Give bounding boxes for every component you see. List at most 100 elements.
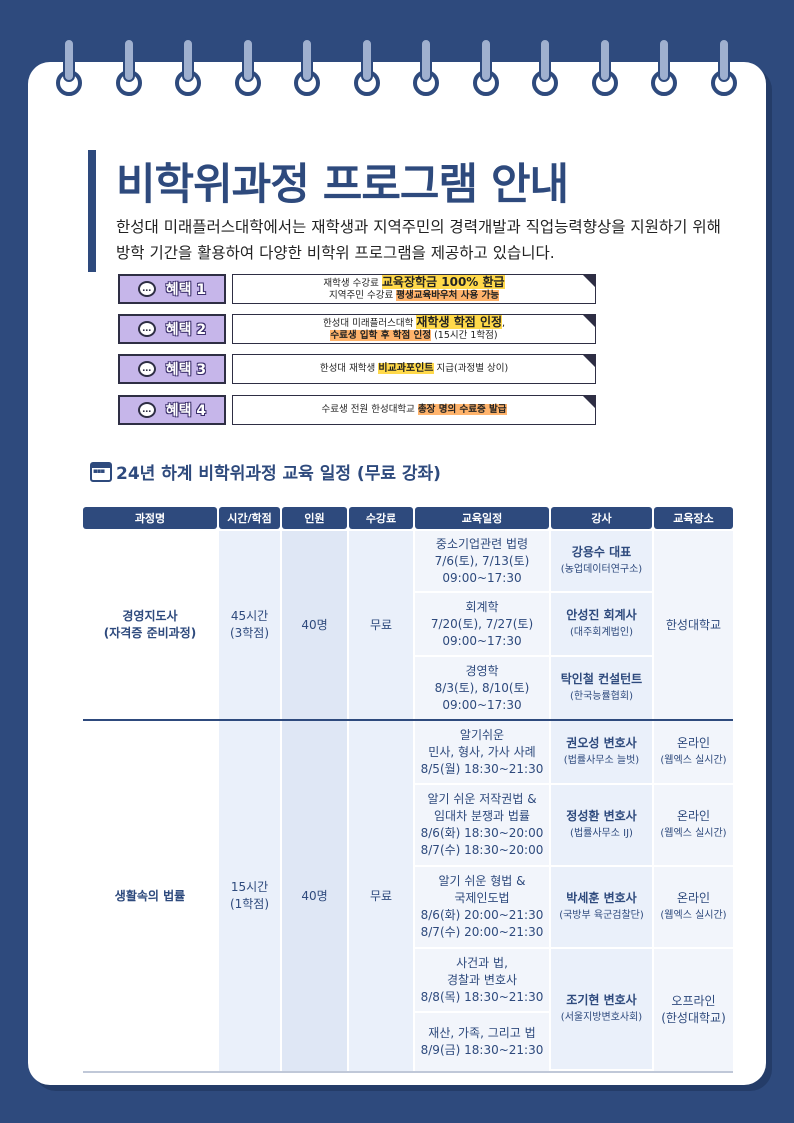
binder-ring [472, 38, 499, 96]
schedule-cell: 중소기업관련 법령 7/6(토), 7/13(토) 09:00~17:30 [415, 531, 549, 593]
course-name-sub: (자격증 준비과정) [103, 626, 197, 640]
col-header: 수강료 [349, 507, 413, 529]
instructor-cell: 강용수 대표 (농업데이터연구소) [551, 531, 652, 593]
table-row: 알기 쉬운 형법 & 국제인도법 8/6(화) 20:00~21:30 8/7(… [83, 867, 733, 949]
instructor-cell: 권오성 변호사 (법률사무소 늘벗) [551, 721, 652, 785]
schedule-cell: 사건과 법, 경찰과 변호사 8/8(목) 18:30~21:30 [415, 949, 549, 1013]
benefit-label: 혜택 1 [165, 282, 207, 298]
fee-cell: 무료 [349, 721, 413, 1071]
table-header-row: 과정명 시간/학점 인원 수강료 교육일정 강사 교육장소 [83, 507, 733, 529]
folded-corner-icon [582, 314, 596, 328]
instructor-name: 안성진 회계사 [566, 608, 637, 622]
benefit-text: 지역주민 수강료 [329, 290, 397, 301]
binder-rings [56, 38, 746, 100]
schedule-line: 7/20(토), 7/27(토) [430, 616, 534, 631]
speech-bubble-icon: … [137, 402, 156, 418]
benefit-box: 재학생 수강료 교육장학금 100% 환급 지역주민 수강료 평생교육바우처 사… [232, 274, 596, 304]
benefit-highlight: 총장 명의 수료증 발급 [417, 404, 507, 415]
benefit-tag: … 혜택 1 [118, 274, 226, 304]
benefit-text: 수료생 전원 한성대학교 [321, 404, 418, 415]
speech-bubble-icon: … [137, 281, 156, 297]
instructor-cell: 박세훈 변호사 (국방부 육군검찰단) [551, 867, 652, 949]
schedule-line: 8/7(수) 20:00~21:30 [420, 925, 544, 939]
schedule-line: 8/6(화) 18:30~20:00 [420, 826, 544, 840]
instructor-org: (대주회계법인) [569, 627, 633, 638]
folded-corner-icon [582, 354, 596, 368]
schedule-cell: 알기 쉬운 저작권법 & 임대차 분쟁과 법률 8/6(화) 18:30~20:… [415, 785, 549, 867]
binder-ring [353, 38, 380, 96]
binder-ring [710, 38, 737, 96]
benefit-3: … 혜택 3 한성대 재학생 비교과포인트 지급(과정별 상이) [118, 354, 596, 384]
schedule-table: 과정명 시간/학점 인원 수강료 교육일정 강사 교육장소 경영지도사 (자격증… [81, 507, 735, 1073]
schedule-cell: 재산, 가족, 그리고 법 8/9(금) 18:30~21:30 [415, 1013, 549, 1071]
benefit-highlight: 교육장학금 100% 환급 [381, 275, 505, 289]
schedule-cell: 알기 쉬운 형법 & 국제인도법 8/6(화) 20:00~21:30 8/7(… [415, 867, 549, 949]
time-cell: 15시간 (1학점) [219, 721, 280, 1071]
schedule-title-text: 24년 하계 비학위과정 교육 일정 (무료 강좌) [116, 464, 441, 484]
benefit-highlight: 재학생 학점 인정 [416, 315, 503, 329]
schedule-line: 09:00~17:30 [442, 633, 522, 648]
benefit-highlight: 평생교육바우처 사용 가능 [396, 290, 499, 301]
table-row: 사건과 법, 경찰과 변호사 8/8(목) 18:30~21:30 조기현 변호… [83, 949, 733, 1071]
benefit-text: 한성대 재학생 [319, 363, 379, 374]
instructor-name: 강용수 대표 [571, 545, 632, 559]
benefit-text: 지급(과정별 상이) [433, 363, 509, 374]
hours: 15시간 [230, 880, 269, 894]
course-name-cell: 생활속의 법률 [83, 721, 217, 1071]
place-sub: (웹엑스 실시간) [660, 828, 727, 839]
place-name: 온라인 [676, 809, 711, 823]
instructor-org: (법률사무소 IJ) [570, 828, 633, 839]
benefit-tag: … 혜택 4 [118, 395, 226, 425]
instructor-cell: 조기현 변호사 (서울지방변호사회) [551, 949, 652, 1071]
schedule-line: 8/8(목) 18:30~21:30 [420, 989, 544, 1004]
schedule-line: 8/7(수) 18:30~20:00 [420, 843, 544, 857]
schedule-line: 09:00~17:30 [442, 570, 522, 585]
credits: (3학점) [229, 626, 270, 640]
binder-ring [413, 38, 439, 96]
benefit-box: 한성대 재학생 비교과포인트 지급(과정별 상이) [232, 354, 596, 384]
schedule-line: 민사, 형사, 가사 사례 [428, 744, 536, 759]
schedule-line: 재산, 가족, 그리고 법 [428, 1026, 536, 1040]
intro-text: 한성대 미래플러스대학에서는 재학생과 지역주민의 경력개발과 직업능력향상을 … [116, 214, 766, 266]
instructor-name: 권오성 변호사 [566, 736, 637, 750]
place-name: 오프라인 [671, 994, 716, 1008]
instructor-name: 정성환 변호사 [566, 809, 637, 823]
schedule-line: 8/9(금) 18:30~21:30 [420, 1043, 544, 1057]
folded-corner-icon [582, 274, 596, 288]
credits: (1학점) [229, 897, 270, 911]
schedule-line: 사건과 법, [456, 955, 508, 970]
place-cell: 온라인 (웹엑스 실시간) [654, 785, 733, 867]
schedule-cell: 경영학 8/3(토), 8/10(토) 09:00~17:30 [415, 657, 549, 719]
course-name: 경영지도사 [122, 609, 178, 623]
schedule-line: 8/6(화) 20:00~21:30 [420, 908, 544, 922]
schedule-line: 국제인도법 [454, 891, 510, 905]
schedule-line: 회계학 [465, 599, 499, 614]
benefit-label: 혜택 2 [165, 322, 207, 338]
benefit-tag: … 혜택 3 [118, 354, 226, 384]
place-cell: 한성대학교 [654, 531, 733, 719]
benefit-1: … 혜택 1 재학생 수강료 교육장학금 100% 환급 지역주민 수강료 평생교… [118, 274, 596, 304]
schedule-line: 경찰과 변호사 [446, 972, 518, 987]
col-header: 인원 [282, 507, 347, 529]
people-cell: 40명 [282, 531, 347, 719]
hours: 45시간 [230, 609, 269, 623]
table-row: 생활속의 법률 15시간 (1학점) 40명 무료 알기쉬운 민사, 형사, 가… [83, 721, 733, 1071]
place-name: 온라인 [676, 891, 711, 905]
instructor-org: (농업데이터연구소) [560, 564, 643, 575]
benefit-4: … 혜택 4 수료생 전원 한성대학교 총장 명의 수료증 발급 [118, 395, 596, 425]
schedule-line: 중소기업관련 법령 [435, 536, 529, 551]
binder-ring [175, 38, 201, 96]
schedule-title: 24년 하계 비학위과정 교육 일정 (무료 강좌) [90, 459, 441, 484]
place-name: 온라인 [676, 736, 711, 750]
place-sub: (한성대학교) [661, 1011, 726, 1025]
fee-cell: 무료 [349, 531, 413, 719]
calendar-icon [90, 461, 112, 482]
benefit-2: … 혜택 2 한성대 미래플러스대학 재학생 학점 인정, 수료생 입학 후 학점… [118, 314, 596, 344]
schedule-line: 경영학 [465, 663, 499, 678]
benefit-label: 혜택 4 [165, 403, 207, 419]
table-row: 재산, 가족, 그리고 법 8/9(금) 18:30~21:30 [83, 1013, 733, 1071]
schedule-line: 알기쉬운 [459, 727, 505, 742]
binder-ring [234, 38, 261, 96]
binder-ring [115, 38, 142, 96]
instructor-org: (한국능률협회) [569, 691, 633, 702]
